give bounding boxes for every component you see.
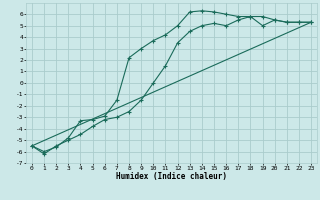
X-axis label: Humidex (Indice chaleur): Humidex (Indice chaleur) bbox=[116, 172, 227, 181]
